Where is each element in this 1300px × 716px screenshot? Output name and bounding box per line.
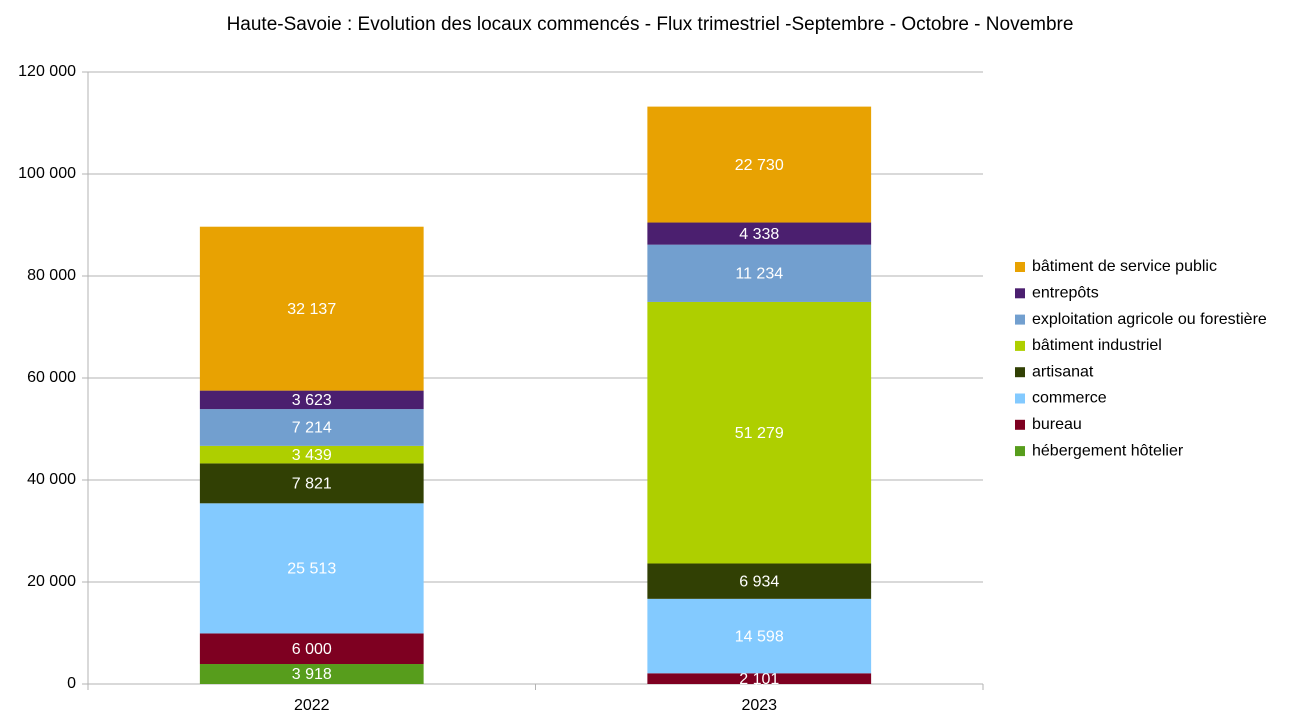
legend-swatch [1015,393,1025,404]
bar-segment [199,445,424,464]
value-label: 22 730 [735,157,784,174]
legend-swatch [1015,262,1025,272]
bar-segment [199,664,424,684]
legend-label: bâtiment de service public [1032,258,1217,275]
value-label: 7 214 [292,420,332,437]
value-label: 6 000 [292,641,332,658]
legend-swatch [1015,314,1025,325]
y-tick-label: 60 000 [27,369,76,386]
legend-swatch [1015,419,1025,430]
bar-segment [647,106,872,223]
value-label: 3 439 [292,447,332,464]
value-label: 3 918 [292,666,332,683]
bar-segment [647,244,872,302]
legend-label: exploitation agricole ou forestière [1032,311,1267,328]
legend-label: commerce [1032,390,1107,407]
bar-segment [647,301,872,564]
legend-swatch [1015,446,1025,457]
x-tick-label: 2022 [294,697,330,714]
y-tick-label: 80 000 [27,267,76,284]
value-label: 4 338 [739,226,779,243]
y-tick-label: 0 [67,675,76,692]
bar-segment [199,503,424,634]
value-label: 3 623 [292,392,332,409]
legend-label: bâtiment industriel [1032,337,1162,354]
value-label: 32 137 [287,301,336,318]
value-label: 0 [755,676,764,693]
y-tick-label: 40 000 [27,471,76,488]
legend-label: bureau [1032,416,1082,433]
value-label: 14 598 [735,628,784,645]
legend-swatch [1015,367,1025,378]
x-tick-label: 2023 [741,697,777,714]
y-tick-label: 120 000 [18,63,76,80]
bar-segment [199,226,424,391]
legend-label: entrepôts [1032,285,1099,302]
bar-segment [647,563,872,599]
bar-segment [647,222,872,245]
bar-segment [199,633,424,665]
bar-segment [647,673,872,684]
y-tick-label: 100 000 [18,165,76,182]
legend-label: hébergement hôtelier [1032,442,1184,459]
chart-title: Haute-Savoie : Evolution des locaux comm… [227,14,1074,35]
bar-segment [199,390,424,410]
value-label: 11 234 [735,266,783,283]
bar-segment [199,409,424,446]
value-label: 7 821 [292,476,332,493]
value-label: 6 934 [739,573,779,590]
value-label: 25 513 [287,561,336,578]
value-label: 51 279 [735,425,784,442]
legend-swatch [1015,340,1025,351]
bar-segment [199,463,424,504]
value-label: 2 101 [739,671,779,688]
bar-segment [647,598,872,674]
y-tick-label: 20 000 [27,573,76,590]
legend-swatch [1015,288,1025,299]
legend-label: artisanat [1032,363,1094,380]
